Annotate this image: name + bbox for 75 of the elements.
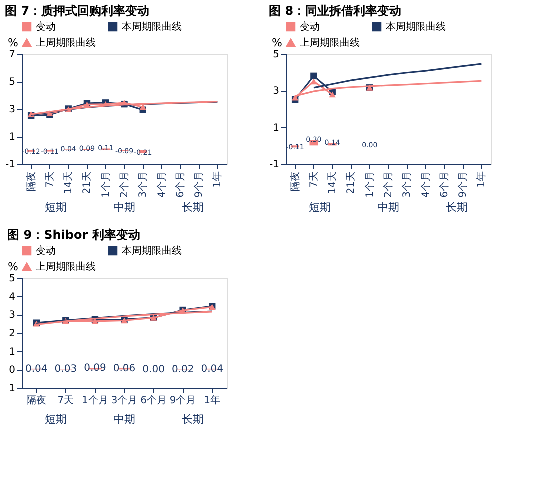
y-tick-label: 2 bbox=[9, 328, 16, 340]
x-tick-label: 1个月 bbox=[364, 172, 376, 198]
x-tick-label: 9个月 bbox=[170, 394, 196, 406]
x-tick-label: 2个月 bbox=[382, 172, 394, 198]
x-tick-label: 7天 bbox=[58, 396, 74, 406]
data-label: 0.02 bbox=[172, 364, 194, 376]
x-tick-label: 隔夜 bbox=[289, 172, 302, 192]
x-tick-label: 1年 bbox=[476, 172, 488, 188]
x-tick-label: 2个月 bbox=[118, 172, 130, 198]
x-tick-label: 3个月 bbox=[137, 172, 150, 198]
x-tick-label: 1年 bbox=[204, 394, 221, 406]
text: 长期 bbox=[182, 201, 204, 214]
y-tick-label: 5 bbox=[9, 77, 16, 88]
x-tick-label: 隔夜 bbox=[26, 394, 47, 406]
chart-title: 图 8：同业拆借利率变动 bbox=[269, 4, 402, 18]
y-tick-label: 5 bbox=[273, 50, 280, 60]
x-tick-label: 1个月 bbox=[100, 172, 112, 198]
y-tick-label: -1 bbox=[6, 160, 16, 170]
x-tick-label: 21天 bbox=[346, 172, 358, 194]
x-tick-label: 21天 bbox=[82, 172, 94, 194]
x-tick-label: 14天 bbox=[328, 172, 339, 194]
legend-label: 上周期限曲线 bbox=[36, 261, 96, 273]
text: 长期 bbox=[182, 413, 204, 426]
x-tick-label: 1年 bbox=[212, 172, 224, 188]
x-tick-label: 9个月 bbox=[457, 172, 470, 198]
x-tick-label: 3个月 bbox=[401, 172, 414, 198]
text: 长期 bbox=[446, 201, 468, 214]
y-tick-label: 1 bbox=[9, 384, 16, 394]
y-tick-label: -1 bbox=[270, 160, 280, 170]
data-label: 0.04 bbox=[26, 364, 48, 375]
text: 中期 bbox=[114, 201, 136, 214]
x-tick-label: 4个月 bbox=[420, 172, 432, 198]
data-label: 0.09 bbox=[84, 363, 106, 374]
y-tick-label: 1 bbox=[273, 122, 280, 134]
y-tick-label: 1 bbox=[9, 132, 16, 143]
legend-label: 变动 bbox=[300, 21, 320, 34]
legend-label: 变动 bbox=[36, 245, 56, 258]
legend-label: 上周期限曲线 bbox=[36, 37, 96, 49]
legend-label: 本周期限曲线 bbox=[386, 21, 446, 34]
x-tick-label: 7天 bbox=[308, 172, 320, 188]
text: 短期 bbox=[45, 413, 68, 426]
x-tick-label: 6个月 bbox=[438, 172, 450, 198]
y-tick-label: 3 bbox=[9, 104, 16, 116]
text: 短期 bbox=[309, 201, 332, 214]
x-tick-label: 6个月 bbox=[140, 394, 167, 406]
x-tick-label: 14天 bbox=[64, 172, 75, 194]
text: 中期 bbox=[378, 201, 400, 214]
chart-title: 图 9：Shibor 利率变动 bbox=[8, 228, 140, 242]
chart-title: 图 7：质押式回购利率变动 bbox=[5, 4, 150, 18]
data-label: 0.00 bbox=[142, 364, 165, 376]
data-label: 0.04 bbox=[201, 364, 224, 375]
text: 中期 bbox=[114, 413, 136, 426]
data-label: 0.03 bbox=[54, 364, 78, 376]
legend-label: 上周期限曲线 bbox=[300, 37, 360, 49]
x-tick-label: 4个月 bbox=[156, 172, 168, 198]
y-tick-label: 3 bbox=[9, 310, 16, 322]
x-tick-label: 9个月 bbox=[193, 172, 206, 198]
y-tick-label: 5 bbox=[9, 274, 16, 284]
x-tick-label: 6个月 bbox=[174, 172, 186, 198]
x-tick-label: 1个月 bbox=[82, 394, 108, 406]
y-tick-label: 7 bbox=[9, 50, 16, 60]
y-tick-label: 1 bbox=[9, 346, 16, 358]
y-axis-title: % bbox=[272, 36, 282, 50]
legend-label: 变动 bbox=[36, 21, 56, 34]
legend-label: 本周期限曲线 bbox=[122, 21, 182, 34]
y-axis-title: % bbox=[8, 36, 18, 50]
y-axis-title: % bbox=[8, 260, 18, 274]
x-tick-label: 3个月 bbox=[111, 394, 138, 406]
y-tick-label: 0 bbox=[9, 365, 16, 376]
text: 短期 bbox=[45, 201, 68, 214]
y-tick-label: 3 bbox=[273, 86, 280, 98]
y-tick-label: 4 bbox=[9, 292, 16, 303]
x-tick-label: 7天 bbox=[44, 172, 56, 188]
x-tick-label: 隔夜 bbox=[25, 172, 38, 192]
legend-label: 本周期限曲线 bbox=[122, 245, 182, 258]
